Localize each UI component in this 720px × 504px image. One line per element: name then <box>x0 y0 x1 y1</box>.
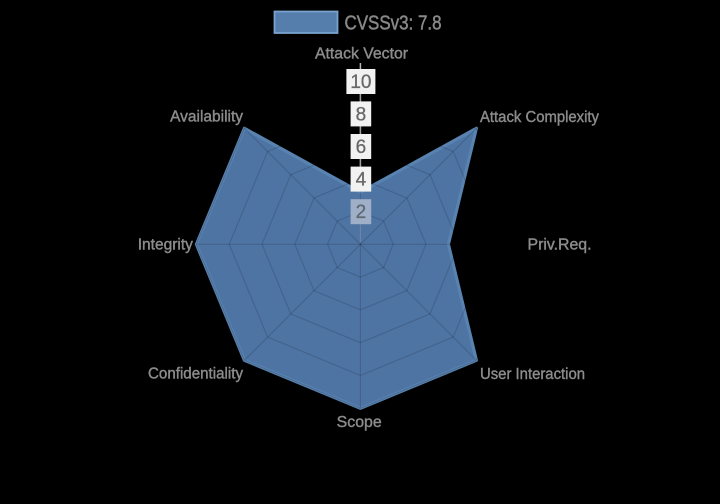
svg-text:Priv.Req.: Priv.Req. <box>528 237 592 254</box>
svg-text:Confidentiality: Confidentiality <box>148 365 243 382</box>
svg-text:Scope: Scope <box>337 414 382 431</box>
svg-text:2: 2 <box>356 202 367 223</box>
svg-text:Attack Complexity: Attack Complexity <box>480 109 599 126</box>
svg-text:6: 6 <box>356 137 367 158</box>
svg-text:8: 8 <box>356 104 367 125</box>
svg-text:Attack Vector: Attack Vector <box>315 46 408 63</box>
svg-text:4: 4 <box>356 170 367 191</box>
svg-text:Availability: Availability <box>170 109 243 126</box>
svg-text:Integrity: Integrity <box>138 237 193 254</box>
svg-text:User Interaction: User Interaction <box>480 366 585 383</box>
svg-text:CVSSv3: 7.8: CVSSv3: 7.8 <box>345 13 442 35</box>
svg-text:10: 10 <box>350 72 371 93</box>
